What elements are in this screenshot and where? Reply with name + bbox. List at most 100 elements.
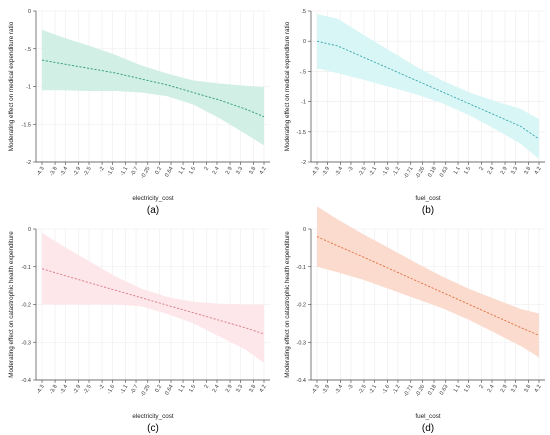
y-axis-title: Moderating effect on medical expenditure…	[284, 21, 291, 151]
y-tick-label: -1.5	[22, 122, 31, 128]
x-tick-label: -3.4	[59, 166, 69, 177]
y-axis-title: Moderating effect on catastrophic health…	[8, 231, 15, 378]
x-tick-label: 2.4	[487, 166, 496, 176]
confidence-band	[317, 14, 539, 159]
x-tick-label: -4.3	[311, 384, 321, 395]
x-tick-label: -2.9	[72, 384, 82, 395]
y-tick-label: -.5	[300, 69, 306, 75]
x-tick-label: 1.5	[188, 384, 197, 394]
x-tick-label: 3.8	[523, 384, 532, 394]
y-tick-label: -0.4	[297, 378, 306, 384]
x-tick-label: 2	[204, 166, 211, 172]
x-tick-label: -0.7	[130, 166, 140, 177]
x-tick-label: 3.8	[523, 166, 532, 176]
effect-line	[41, 268, 265, 335]
x-tick-label: 2.9	[225, 166, 234, 176]
x-tick-label: -3.9	[321, 384, 331, 395]
x-axis-title: fuel_cost	[415, 195, 440, 202]
y-tick-label: -0.4	[22, 378, 31, 384]
y-tick-label: -1	[301, 100, 306, 106]
y-tick-label: 0	[303, 227, 306, 233]
x-tick-label: 1.1	[453, 166, 462, 176]
x-tick-label: -3.8	[49, 384, 59, 395]
x-tick-label: -3.4	[59, 384, 69, 395]
x-axis-title: electricity_cost	[132, 413, 174, 420]
y-tick-label: -1	[26, 85, 31, 91]
x-tick-label: 3.8	[248, 166, 257, 176]
x-tick-label: 4.2	[259, 384, 268, 394]
y-axis-title: Moderating effect on medical expenditure…	[8, 21, 15, 151]
x-tick-label: -4.3	[36, 166, 46, 177]
x-axis-title: fuel_cost	[415, 413, 440, 420]
x-tick-label: -2.1	[368, 166, 378, 177]
x-tick-label: -0.71	[403, 384, 414, 398]
x-tick-label: -0.71	[403, 166, 414, 180]
x-tick-label: 3.8	[248, 384, 257, 394]
x-tick-label: 0.64	[164, 384, 175, 396]
y-tick-label: -0.2	[22, 303, 31, 309]
x-tick-label: 0.2	[154, 384, 163, 394]
x-tick-label: 2.4	[212, 166, 221, 176]
x-tick-label: -1.2	[392, 384, 402, 395]
x-tick-label: -1.1	[119, 384, 129, 395]
chart-panel-1: 0-.5-1-1.5-2-4.3 -3.8 -3.4 -2.9 -2.5 -2 -1.6 -1…	[8, 9, 270, 216]
x-tick-label: 0.18	[427, 166, 438, 178]
y-tick-label: -0.3	[22, 340, 31, 346]
x-tick-label: 0.64	[164, 166, 175, 178]
x-tick-label: 4.2	[534, 384, 543, 394]
panel-caption: (c)	[147, 423, 159, 434]
x-tick-label: -2.5	[83, 384, 93, 395]
x-tick-label: 2	[204, 384, 211, 390]
x-tick-label: 2.9	[500, 384, 509, 394]
x-tick-label: 3.3	[235, 384, 244, 394]
y-tick-label: .5	[301, 9, 306, 15]
x-tick-label: -4.3	[311, 166, 321, 177]
chart-panel-4: 0-0.1-0.2-0.3-0.4-4.3 -3.9 -3.4 -3 -2.5 -2.1-…	[284, 206, 545, 434]
x-tick-label: 4.2	[534, 166, 543, 176]
y-tick-label: -.5	[25, 47, 31, 53]
x-tick-label: -0.26	[415, 384, 426, 398]
x-tick-label: -1.6	[106, 384, 116, 395]
x-tick-label: -2.9	[72, 166, 82, 177]
y-tick-label: -1.5	[297, 130, 306, 136]
y-tick-label: 0	[28, 9, 31, 15]
x-tick-label: -1.2	[392, 166, 402, 177]
x-tick-label: 2	[479, 166, 486, 172]
x-tick-label: 0.63	[439, 384, 450, 396]
x-tick-label: -4.3	[36, 384, 46, 395]
x-tick-label: -3	[347, 384, 355, 391]
x-tick-label: -1.1	[119, 166, 129, 177]
y-tick-label: -2	[301, 160, 306, 166]
x-tick-label: 1.1	[178, 384, 187, 394]
x-tick-label: -1.6	[106, 166, 116, 177]
x-tick-label: -0.7	[130, 384, 140, 395]
x-tick-label: 2.9	[500, 166, 509, 176]
x-tick-label: 1.5	[463, 384, 472, 394]
x-tick-label: -2.5	[358, 384, 368, 395]
x-tick-label: -0.25	[140, 384, 151, 398]
x-axis-title: electricity_cost	[132, 195, 174, 202]
effect-line	[316, 40, 540, 140]
panel-caption: (a)	[147, 205, 159, 216]
confidence-band	[42, 232, 264, 364]
panel-caption: (b)	[422, 205, 434, 216]
x-tick-label: 2.9	[225, 384, 234, 394]
x-tick-label: -2.5	[358, 166, 368, 177]
y-tick-label: -0.3	[297, 340, 306, 346]
x-tick-label: 2.4	[487, 384, 496, 394]
y-tick-label: 0	[303, 39, 306, 45]
y-tick-label: -2	[26, 160, 31, 166]
x-tick-label: -2	[98, 166, 106, 173]
x-tick-label: -2.5	[83, 166, 93, 177]
effect-line	[316, 236, 540, 336]
y-tick-label: 0	[28, 227, 31, 233]
y-tick-label: -0.1	[22, 265, 31, 271]
confidence-band	[317, 206, 539, 358]
x-tick-label: -0.26	[415, 166, 426, 180]
x-tick-label: -2	[98, 384, 106, 391]
chart-panel-2: .5 0 -.5 -1 -1.5 -2 -4.3 -3.9 -3.4 -3 -2.5 -2.1 -1.6…	[284, 9, 545, 216]
confidence-band	[42, 29, 264, 146]
x-tick-label: 3.3	[510, 166, 519, 176]
effect-line	[41, 59, 265, 118]
